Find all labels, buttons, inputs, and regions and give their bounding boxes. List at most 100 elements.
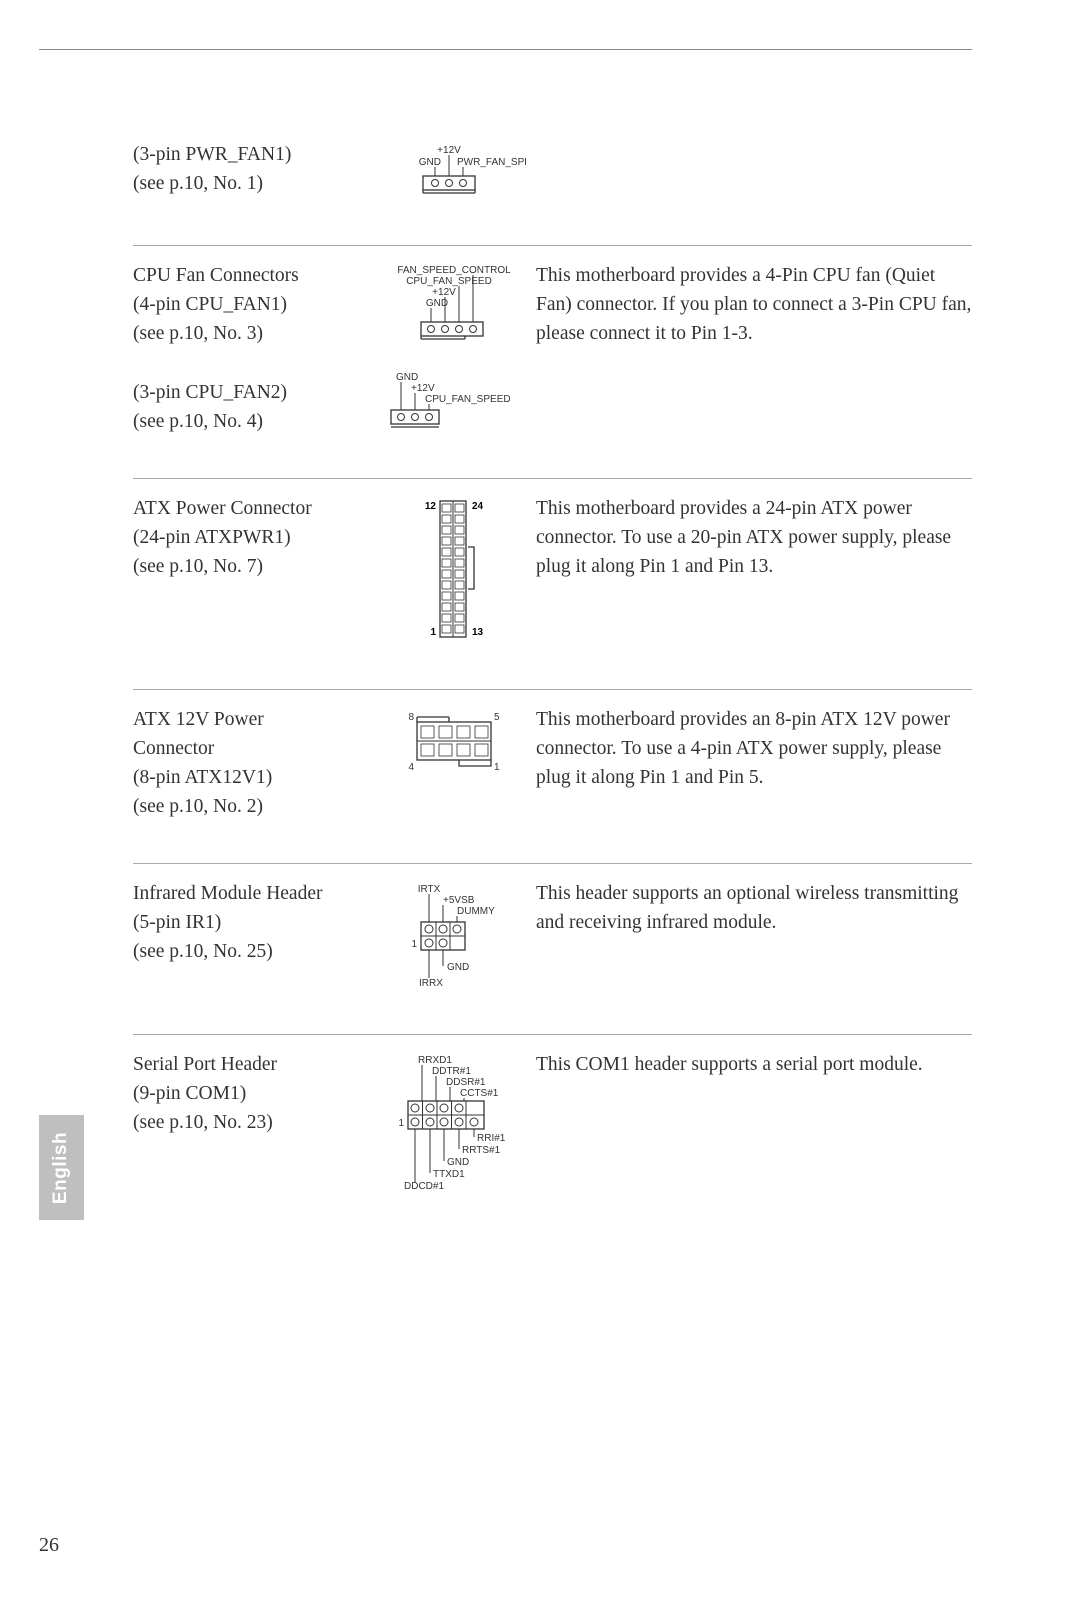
line: (see p.10, No. 25)	[133, 937, 371, 966]
line: (3-pin CPU_FAN2)	[133, 378, 371, 407]
left-col: ATX Power Connector (24-pin ATXPWR1) (se…	[133, 494, 371, 647]
page-number: 26	[39, 1534, 59, 1557]
diagram-atxpwr: 12 24	[371, 494, 536, 647]
left-col: Serial Port Header (9-pin COM1) (see p.1…	[133, 1050, 371, 1193]
line: Infrared Module Header	[133, 879, 371, 908]
diagram-pwr-fan1: +12V GND PWR_FAN_SPEED	[371, 140, 536, 203]
label-ccts: CCTS#1	[460, 1088, 499, 1099]
line: (3-pin PWR_FAN1)	[133, 140, 371, 169]
line: (see p.10, No. 1)	[133, 169, 371, 198]
text-block: ATX Power Connector (24-pin ATXPWR1) (se…	[133, 494, 371, 581]
left-col: ATX 12V Power Connector (8-pin ATX12V1) …	[133, 705, 371, 821]
atx12v-svg: 8 5 4 1	[389, 708, 519, 778]
label-gnd: GND	[419, 157, 441, 168]
line: (see p.10, No. 2)	[133, 792, 371, 821]
label-1: 1	[430, 627, 436, 638]
line: Connector	[133, 734, 371, 763]
right-col: This motherboard provides a 24-pin ATX p…	[536, 494, 972, 647]
right-col: This COM1 header supports a serial port …	[536, 1050, 972, 1193]
line: ATX Power Connector	[133, 494, 371, 523]
pwr-fan1-svg: +12V GND PWR_FAN_SPEED	[381, 143, 526, 203]
label-8: 8	[408, 712, 414, 723]
left-col: Infrared Module Header (5-pin IR1) (see …	[133, 879, 371, 992]
text-block: (3-pin PWR_FAN1) (see p.10, No. 1)	[133, 140, 371, 198]
label-gnd: GND	[447, 962, 469, 973]
ir1-svg: IRTX +5VSB DUMMY 1 GND IRRX	[389, 882, 519, 992]
label-dummy: DUMMY	[457, 906, 495, 917]
right-col	[536, 140, 972, 203]
desc: This motherboard provides an 8-pin ATX 1…	[536, 709, 950, 788]
label-pwr-speed: PWR_FAN_SPEED	[457, 157, 526, 168]
row-pwr-fan: (3-pin PWR_FAN1) (see p.10, No. 1) +12V …	[133, 140, 972, 246]
label-5vsb: +5VSB	[443, 895, 475, 906]
right-col: This header supports an optional wireles…	[536, 879, 972, 992]
row-atx12v: ATX 12V Power Connector (8-pin ATX12V1) …	[133, 690, 972, 864]
desc: This COM1 header supports a serial port …	[536, 1054, 923, 1075]
label-12: 12	[424, 501, 436, 512]
label-cfs: CPU_FAN_SPEED	[406, 276, 492, 287]
row-com1: Serial Port Header (9-pin COM1) (see p.1…	[133, 1035, 972, 1235]
label-irrx: IRRX	[419, 978, 443, 989]
label-gnd: GND	[447, 1157, 469, 1168]
text-block: CPU Fan Connectors (4-pin CPU_FAN1) (see…	[133, 261, 371, 348]
label-rri: RRI#1	[477, 1133, 506, 1144]
line: (24-pin ATXPWR1)	[133, 523, 371, 552]
label-12v: +12V	[437, 145, 461, 156]
label-24: 24	[472, 501, 484, 512]
desc: This motherboard provides a 24-pin ATX p…	[536, 498, 951, 577]
desc: This header supports an optional wireles…	[536, 883, 958, 933]
label-ddtr: DDTR#1	[432, 1066, 471, 1077]
language-label: English	[51, 1131, 73, 1203]
text-block: Serial Port Header (9-pin COM1) (see p.1…	[133, 1050, 371, 1137]
label-ddsr: DDSR#1	[446, 1077, 486, 1088]
label-13: 13	[472, 627, 484, 638]
text-block: (3-pin CPU_FAN2) (see p.10, No. 4)	[133, 378, 371, 436]
line: (8-pin ATX12V1)	[133, 763, 371, 792]
label-pin1: 1	[411, 939, 417, 950]
line: CPU Fan Connectors	[133, 261, 371, 290]
right-col: This motherboard provides a 4-Pin CPU fa…	[536, 261, 972, 436]
label-pin1: 1	[398, 1118, 404, 1129]
text-block: ATX 12V Power Connector (8-pin ATX12V1) …	[133, 705, 371, 821]
label-ddcd: DDCD#1	[404, 1181, 444, 1192]
label-12v: +12V	[432, 287, 456, 298]
label-rrxd: RRXD1	[418, 1055, 452, 1066]
line: Serial Port Header	[133, 1050, 371, 1079]
left-col: (3-pin PWR_FAN1) (see p.10, No. 1)	[133, 140, 371, 203]
left-col: CPU Fan Connectors (4-pin CPU_FAN1) (see…	[133, 261, 371, 436]
row-ir1: Infrared Module Header (5-pin IR1) (see …	[133, 864, 972, 1035]
text-block: Infrared Module Header (5-pin IR1) (see …	[133, 879, 371, 966]
language-tab: English	[39, 1115, 84, 1220]
line: (9-pin COM1)	[133, 1079, 371, 1108]
diagram-ir1: IRTX +5VSB DUMMY 1 GND IRRX	[371, 879, 536, 992]
line: (see p.10, No. 3)	[133, 319, 371, 348]
atxpwr-svg: 12 24	[394, 497, 514, 647]
label-1: 1	[494, 762, 500, 773]
diagram-com1: RRXD1 DDTR#1 DDSR#1 CCTS#1	[371, 1050, 536, 1193]
cpu-fan2-svg: GND +12V CPU_FAN_SPEED	[379, 368, 529, 436]
line: (see p.10, No. 4)	[133, 407, 371, 436]
label-5: 5	[494, 712, 500, 723]
label-rrts: RRTS#1	[462, 1145, 501, 1156]
right-col: This motherboard provides an 8-pin ATX 1…	[536, 705, 972, 821]
desc: This motherboard provides a 4-Pin CPU fa…	[536, 265, 971, 344]
line: ATX 12V Power	[133, 705, 371, 734]
label-fsc: FAN_SPEED_CONTROL	[397, 265, 511, 276]
line: (see p.10, No. 7)	[133, 552, 371, 581]
com1-svg: RRXD1 DDTR#1 DDSR#1 CCTS#1	[384, 1053, 524, 1193]
line: (see p.10, No. 23)	[133, 1108, 371, 1137]
label-gnd: GND	[396, 372, 418, 383]
label-4: 4	[408, 762, 414, 773]
line: (4-pin CPU_FAN1)	[133, 290, 371, 319]
label-irtx: IRTX	[417, 884, 440, 895]
diagram-atx12v: 8 5 4 1	[371, 705, 536, 821]
label-12v: +12V	[411, 383, 435, 394]
diagram-cpu-fans: FAN_SPEED_CONTROL CPU_FAN_SPEED +12V GND	[371, 261, 536, 436]
row-cpu-fan: CPU Fan Connectors (4-pin CPU_FAN1) (see…	[133, 246, 972, 479]
label-cfs: CPU_FAN_SPEED	[425, 394, 511, 405]
row-atxpwr: ATX Power Connector (24-pin ATXPWR1) (se…	[133, 479, 972, 690]
top-rule	[39, 49, 972, 50]
cpu-fan1-svg: FAN_SPEED_CONTROL CPU_FAN_SPEED +12V GND	[379, 264, 529, 352]
label-ttxd: TTXD1	[433, 1169, 465, 1180]
line: (5-pin IR1)	[133, 908, 371, 937]
